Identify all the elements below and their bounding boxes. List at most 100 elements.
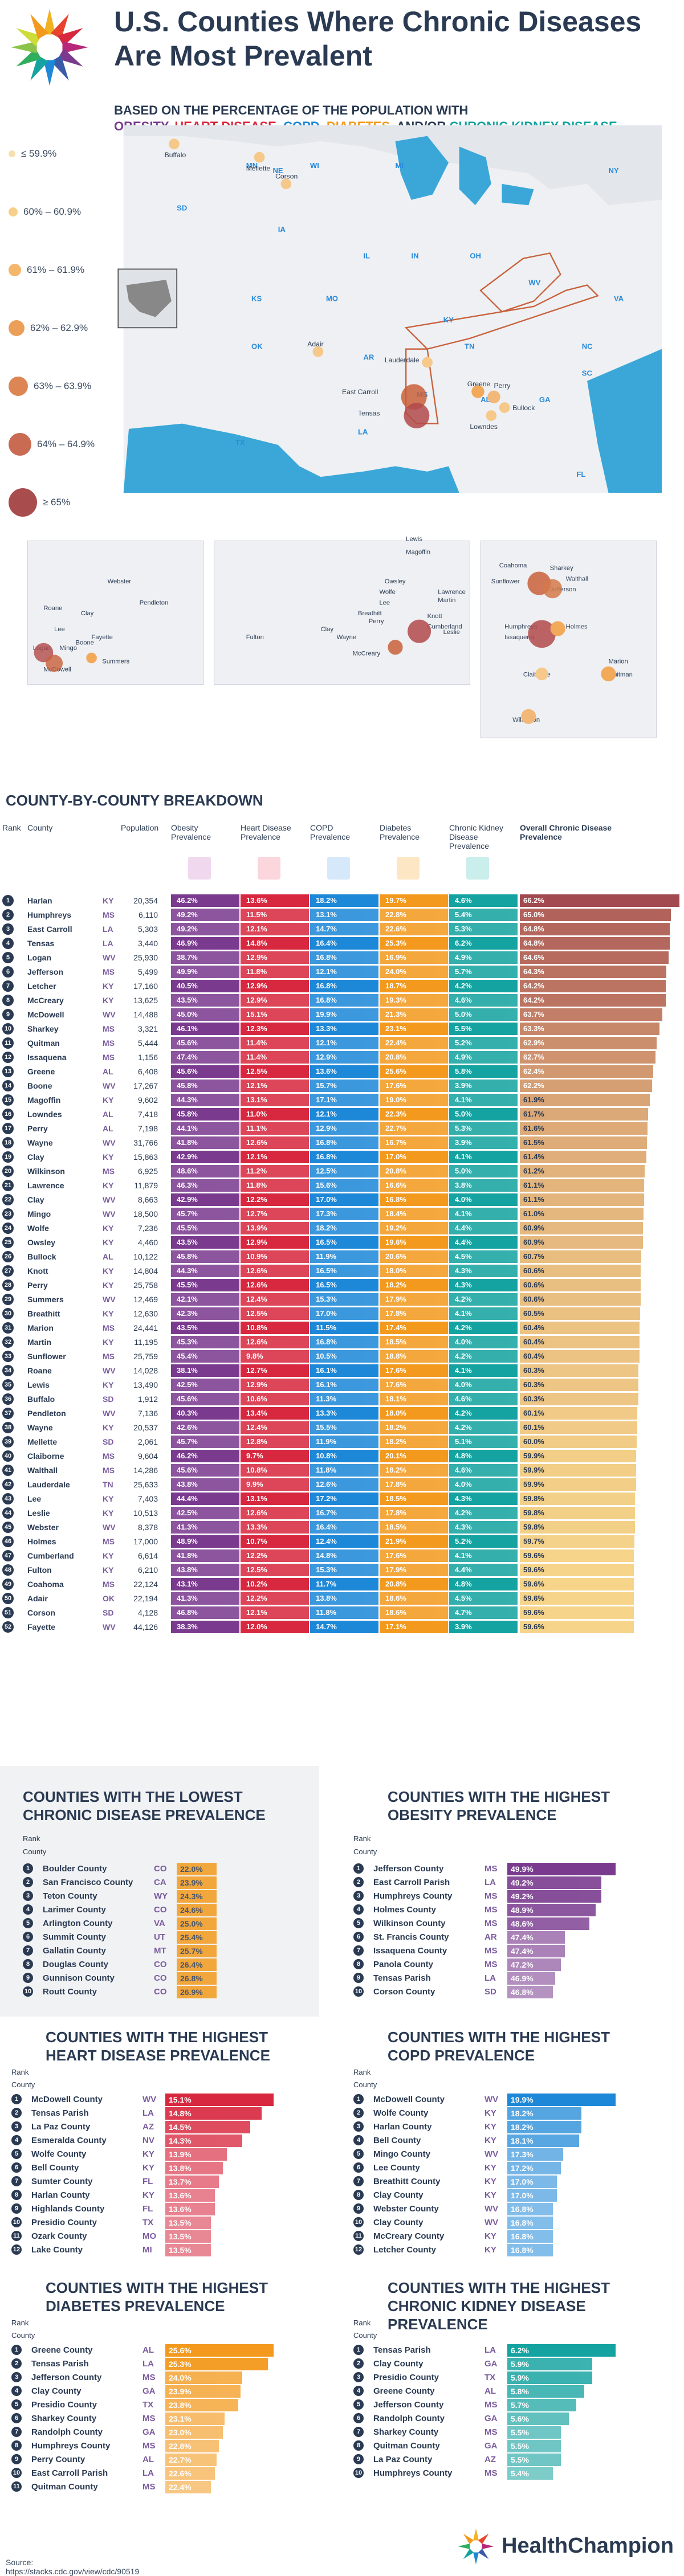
panel-county: Tensas Parish: [31, 2359, 89, 2369]
panel-rank: 5: [23, 1918, 33, 1928]
panel-state: KY: [142, 2190, 154, 2200]
panel-county: McDowell County: [373, 2095, 445, 2104]
panel-state: LA: [142, 2359, 154, 2369]
row-metric-cell: 18.1%: [380, 1393, 448, 1405]
panel-value: 25.3%: [169, 2360, 192, 2369]
table-row: 36 Buffalo SD 1,912 45.6% 10.6% 11.3% 18.1% 4.6%…: [0, 1393, 684, 1405]
panel-rank: 5: [353, 2149, 364, 2159]
table-row: 15 Magoffin KY 9,602 44.3% 13.1% 17.1% 19.0% 4.1…: [0, 1094, 684, 1106]
panel-county: Webster County: [373, 2204, 439, 2214]
row-metric-cell: 12.6%: [241, 1336, 309, 1348]
lungs-icon: [327, 857, 350, 880]
row-metric-cell: 4.1%: [449, 1307, 518, 1320]
panel-value: 19.9%: [511, 2095, 534, 2104]
panel-county: East Carroll Parish: [31, 2468, 108, 2478]
row-state: OK: [103, 1594, 115, 1603]
overall-bar: 59.9%: [520, 1464, 636, 1477]
row-metric-cell: 4.9%: [449, 1051, 518, 1064]
row-metric-cell: 12.5%: [241, 1564, 309, 1576]
overall-bar: 59.6%: [520, 1578, 634, 1590]
table-row: 13 Greene AL 6,408 45.6% 12.5% 13.6% 25.6% 5.8% 6…: [0, 1065, 684, 1078]
row-metric-cell: 16.7%: [310, 1507, 378, 1519]
row-rank: 17: [2, 1123, 14, 1134]
row-rank: 20: [2, 1166, 14, 1177]
panel-rank-label: Rank: [11, 2319, 29, 2327]
inset-label: Coahoma: [499, 562, 527, 569]
row-population: 3,440: [137, 939, 158, 948]
row-state: WV: [103, 1138, 116, 1147]
legend-dot: [9, 433, 31, 456]
panel-rank: 7: [353, 2427, 364, 2437]
row-county: Lawrence: [27, 1181, 64, 1190]
inset-label: Clay: [321, 626, 334, 633]
inset-label: McCreary: [353, 650, 381, 657]
panel-value: 49.9%: [511, 1864, 534, 1874]
panel-value: 23.9%: [169, 2387, 192, 2396]
panel-list-item: 3 Presidio County TX 5.9%: [353, 2371, 650, 2384]
row-population: 10,513: [133, 1508, 158, 1518]
row-population: 3,321: [137, 1024, 158, 1033]
panel-state: WV: [484, 2149, 499, 2159]
row-metric-cell: 41.3%: [171, 1592, 239, 1605]
state-label: OH: [470, 252, 481, 260]
source-url[interactable]: https://stacks.cdc.gov/view/cdc/90519: [6, 2567, 140, 2576]
panel-list-item: 9 La Paz County AZ 5.5%: [353, 2454, 650, 2466]
row-metric-cell: 5.5%: [449, 1023, 518, 1035]
panel-ckd: COUNTIES WITH THE HIGHEST CHRONIC KIDNEY…: [353, 2279, 673, 2507]
state-label: MO: [326, 295, 338, 303]
us-map: SD MN WI IA IL IN OH KS MO KY WV VA OK A…: [27, 125, 662, 738]
row-metric-cell: 44.4%: [171, 1493, 239, 1505]
panel-list-item: 1 Tensas Parish LA 6.2%: [353, 2344, 650, 2357]
row-county: Pendleton: [27, 1409, 66, 1418]
row-rank: 37: [2, 1408, 14, 1419]
panel-value: 22.0%: [180, 1864, 203, 1874]
row-metric-cell: 4.4%: [449, 1222, 518, 1234]
panel-value: 13.9%: [169, 2150, 192, 2159]
panel-county: Teton County: [43, 1891, 97, 1901]
brand: HealthChampion: [450, 2524, 678, 2569]
row-rank: 43: [2, 1493, 14, 1504]
overall-bar: 60.3%: [520, 1393, 639, 1405]
inset-label: Boone: [76, 640, 94, 647]
row-metric-cell: 4.9%: [449, 951, 518, 964]
inset-label: Perry: [369, 618, 384, 625]
panel-county: Harlan County: [31, 2190, 90, 2200]
inset-dot: [86, 652, 97, 664]
breakdown-title: COUNTY-BY-COUNTY BREAKDOWN: [6, 792, 263, 809]
panel-state: CA: [154, 1878, 166, 1887]
overall-bar: 60.4%: [520, 1350, 640, 1363]
state-label: KY: [443, 316, 454, 324]
panel-state: MS: [142, 2414, 156, 2423]
table-row: 6 Jefferson MS 5,499 49.9% 11.8% 12.1% 24.0% 5.7…: [0, 966, 684, 978]
panel-value: 22.6%: [169, 2469, 192, 2478]
table-row: 17 Perry AL 7,198 44.1% 11.1% 12.9% 22.7% 5.3% 61…: [0, 1122, 684, 1135]
row-metric-cell: 4.8%: [449, 1578, 518, 1590]
overall-bar: 60.7%: [520, 1250, 642, 1263]
overall-bar-label: 64.3%: [523, 967, 544, 976]
row-metric-cell: 18.8%: [380, 1350, 448, 1363]
legend-label: 61% – 61.9%: [27, 264, 85, 275]
row-metric-cell: 46.3%: [171, 1179, 239, 1192]
inset-label: Lee: [379, 599, 390, 606]
panel-county: Gallatin County: [43, 1946, 106, 1956]
panel-list-item: 1 Greene County AL 25.6%: [11, 2344, 308, 2357]
panel-county: Humphreys County: [373, 2468, 453, 2478]
inset-label: Wayne: [337, 634, 356, 641]
row-metric-cell: 4.2%: [449, 980, 518, 992]
panel-bar: 24.6%: [177, 1904, 217, 1916]
row-state: WV: [103, 1081, 116, 1090]
col-heart: Heart Disease Prevalence: [241, 823, 291, 841]
panel-county: Highlands County: [31, 2204, 105, 2214]
overall-bar: 59.8%: [520, 1493, 636, 1505]
panel-county: Breathitt County: [373, 2177, 441, 2186]
panel-state: MS: [484, 1946, 498, 1956]
panel-bar: 18.2%: [507, 2107, 581, 2120]
panel-list-item: 2 Tensas Parish LA 14.8%: [11, 2107, 308, 2120]
panel-state: TX: [484, 2373, 496, 2382]
table-row: 21 Lawrence KY 11,879 46.3% 11.8% 15.6% 16.6% 3.…: [0, 1179, 684, 1192]
panel-list-item: 7 Sharkey County MS 5.5%: [353, 2426, 650, 2439]
row-metric-cell: 17.8%: [380, 1478, 448, 1491]
panel-rank: 3: [353, 2121, 364, 2132]
panel-rank: 4: [11, 2135, 22, 2145]
row-metric-cell: 17.1%: [310, 1094, 378, 1106]
